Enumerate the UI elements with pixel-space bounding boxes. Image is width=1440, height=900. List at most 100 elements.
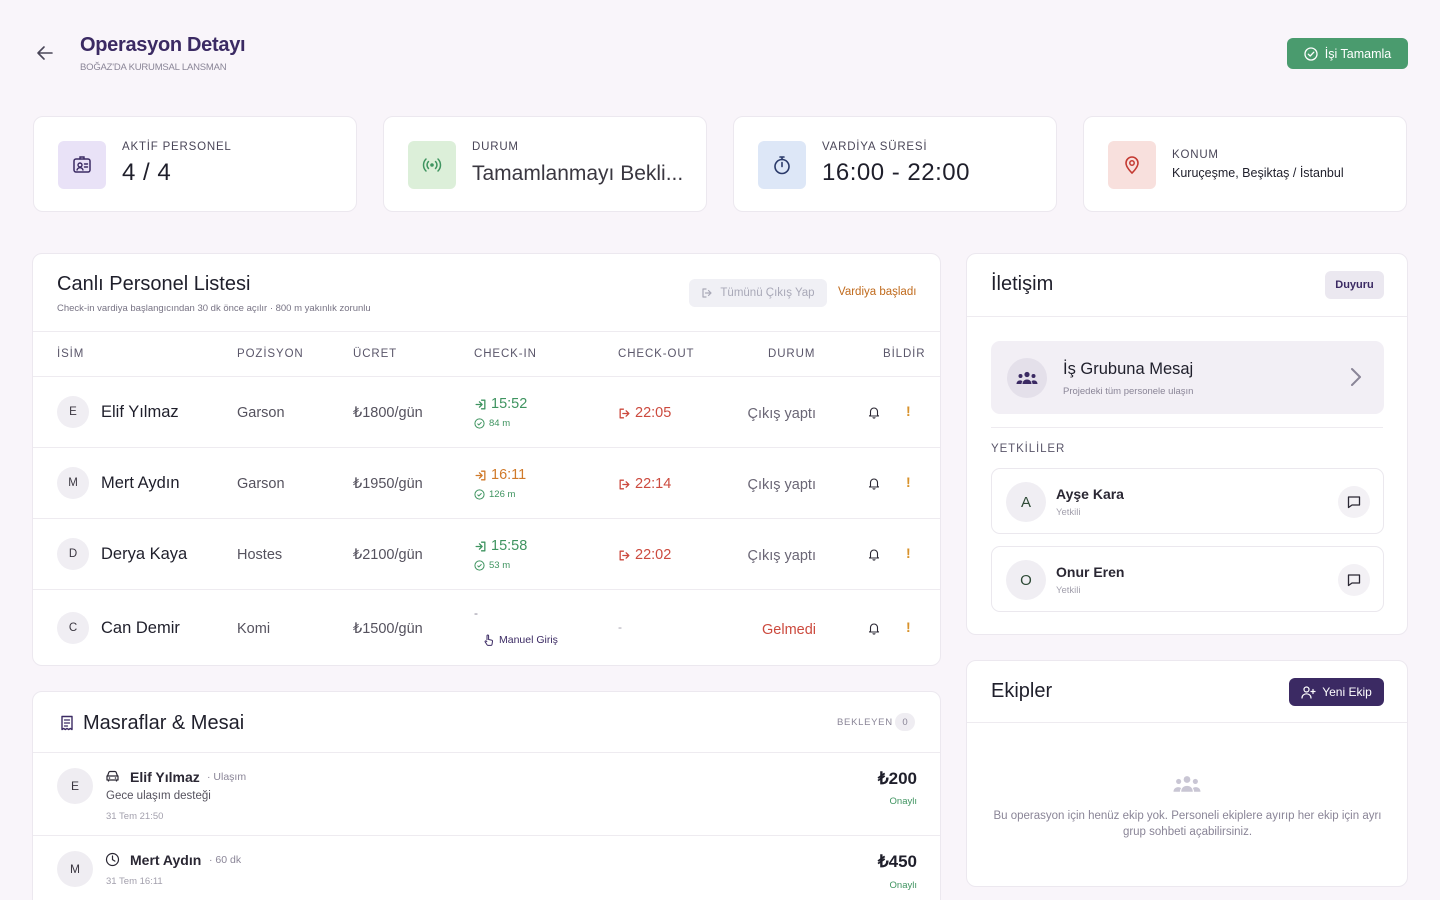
avatar: E bbox=[57, 768, 93, 804]
col-header-checkout: CHECK-OUT bbox=[618, 348, 695, 360]
group-message-subtitle: Projedeki tüm personele ulaşın bbox=[1063, 386, 1194, 397]
checkin-time: 16:11 bbox=[474, 467, 526, 483]
stat-label: KONUM bbox=[1172, 149, 1219, 161]
divider bbox=[33, 447, 940, 448]
checkout-all-button[interactable]: Tümünü Çıkış Yap bbox=[689, 279, 827, 307]
complete-job-button[interactable]: İşi Tamamla bbox=[1287, 38, 1408, 69]
stat-label: DURUM bbox=[472, 141, 519, 153]
avatar: D bbox=[57, 538, 89, 570]
distance-value: 126 m bbox=[489, 489, 516, 500]
message-button[interactable] bbox=[1338, 486, 1370, 518]
personnel-wage: ₺1950/gün bbox=[353, 476, 423, 492]
bell-icon[interactable] bbox=[867, 621, 881, 635]
col-header-name: İSİM bbox=[57, 348, 85, 360]
checkout-all-label: Tümünü Çıkış Yap bbox=[720, 287, 815, 299]
expense-amount: ₺450 bbox=[877, 852, 917, 871]
report-issue-button[interactable]: ! bbox=[906, 545, 911, 561]
expense-date: 31 Tem 16:11 bbox=[106, 876, 163, 887]
back-button[interactable] bbox=[32, 40, 58, 66]
expense-person-name: Mert Aydın bbox=[130, 852, 202, 868]
checkin-distance: 126 m bbox=[474, 489, 515, 500]
new-team-button[interactable]: Yeni Ekip bbox=[1289, 678, 1384, 706]
logout-icon bbox=[619, 550, 630, 560]
teams-title: Ekipler bbox=[991, 680, 1053, 702]
checkin-distance: 53 m bbox=[474, 560, 510, 571]
expense-person-name: Elif Yılmaz bbox=[130, 769, 200, 785]
stat-value: 16:00 - 22:00 bbox=[822, 159, 970, 186]
logout-icon bbox=[619, 479, 630, 489]
message-button[interactable] bbox=[1338, 564, 1370, 596]
checkout-time-value: 22:14 bbox=[635, 476, 672, 492]
divider bbox=[33, 589, 940, 590]
divider bbox=[967, 722, 1407, 723]
stopwatch-icon bbox=[758, 141, 806, 189]
divider bbox=[33, 752, 940, 753]
checkout-time-value: - bbox=[618, 620, 622, 634]
bell-icon[interactable] bbox=[867, 476, 881, 490]
status-text: Gelmedi bbox=[762, 622, 816, 638]
group-message-button[interactable]: İş Grubuna Mesaj Projedeki tüm personele… bbox=[991, 341, 1384, 414]
arrow-left-icon bbox=[37, 46, 53, 60]
checkout-time: 22:05 bbox=[618, 405, 671, 421]
distance-value: 84 m bbox=[489, 418, 511, 429]
stat-value: 4 / 4 bbox=[122, 159, 172, 186]
group-message-title: İş Grubuna Mesaj bbox=[1063, 360, 1194, 378]
logout-icon bbox=[619, 408, 630, 418]
receipt-icon bbox=[61, 715, 73, 731]
stat-value: Kuruçeşme, Beşiktaş / İstanbul bbox=[1172, 166, 1344, 180]
authorized-person: O Onur Eren Yetkili bbox=[991, 546, 1384, 612]
stat-card-shift-duration: VARDİYA SÜRESİ 16:00 - 22:00 bbox=[733, 116, 1057, 212]
personnel-position: Garson bbox=[237, 405, 285, 421]
col-header-wage: ÜCRET bbox=[353, 348, 398, 360]
checkin-time: 15:52 bbox=[474, 396, 527, 412]
checkout-time: 22:02 bbox=[618, 547, 671, 563]
page-subtitle: BOĞAZ'DA KURUMSAL LANSMAN bbox=[80, 62, 227, 73]
report-issue-button[interactable]: ! bbox=[906, 619, 911, 635]
divider bbox=[991, 427, 1383, 428]
manual-entry-button[interactable]: Manuel Giriş bbox=[483, 634, 558, 646]
expense-status: Onaylı bbox=[889, 880, 917, 891]
checkout-time: 22:14 bbox=[618, 476, 671, 492]
teams-empty-text: Bu operasyon için henüz ekip yok. Person… bbox=[993, 810, 1382, 838]
personnel-wage: ₺1800/gün bbox=[353, 405, 423, 421]
bell-icon[interactable] bbox=[867, 405, 881, 419]
col-header-checkin: CHECK-IN bbox=[474, 348, 537, 360]
teams-card: Ekipler Yeni Ekip Bu operasyon için henü… bbox=[966, 660, 1408, 887]
checkin-time-value: 16:11 bbox=[491, 467, 527, 483]
authorized-person: A Ayşe Kara Yetkili bbox=[991, 468, 1384, 534]
broadcast-icon bbox=[408, 141, 456, 189]
person-role: Yetkili bbox=[1056, 507, 1081, 518]
checkout-time-value: 22:05 bbox=[635, 405, 672, 421]
stat-card-status: DURUM Tamamlanmayı Bekli... bbox=[383, 116, 707, 212]
status-text: Çıkış yaptı bbox=[747, 406, 817, 422]
expenses-card: Masraflar & Mesai BEKLEYEN 0 E Elif Yılm… bbox=[32, 691, 941, 900]
logout-icon bbox=[702, 288, 713, 298]
personnel-name: Elif Yılmaz bbox=[101, 403, 179, 421]
personnel-title: Canlı Personel Listesi bbox=[57, 273, 251, 295]
avatar: E bbox=[57, 396, 89, 428]
avatar: M bbox=[57, 851, 93, 887]
avatar: C bbox=[57, 612, 89, 644]
announcement-button[interactable]: Duyuru bbox=[1325, 271, 1384, 299]
check-circle-icon bbox=[1304, 46, 1318, 61]
checkout-time-value: 22:02 bbox=[635, 547, 672, 563]
status-text: Çıkış yaptı bbox=[747, 477, 817, 493]
divider bbox=[33, 518, 940, 519]
pending-label: BEKLEYEN bbox=[837, 717, 893, 728]
col-header-report: BİLDİR bbox=[883, 348, 926, 360]
expense-status: Onaylı bbox=[889, 796, 917, 807]
stat-label: AKTİF PERSONEL bbox=[122, 141, 232, 153]
checkin-time-value: 15:58 bbox=[491, 538, 528, 554]
check-circle-icon bbox=[474, 560, 485, 571]
bell-icon[interactable] bbox=[867, 547, 881, 561]
checkin-time-value: 15:52 bbox=[491, 396, 528, 412]
chevron-right-icon bbox=[1351, 368, 1361, 386]
report-issue-button[interactable]: ! bbox=[906, 474, 911, 490]
login-icon bbox=[475, 470, 486, 480]
login-icon bbox=[475, 399, 486, 409]
person-name: Onur Eren bbox=[1056, 564, 1125, 580]
clock-icon bbox=[105, 852, 120, 867]
report-issue-button[interactable]: ! bbox=[906, 403, 911, 419]
authorized-label: YETKİLİLER bbox=[991, 443, 1066, 455]
pending-count-badge: 0 bbox=[895, 713, 915, 731]
